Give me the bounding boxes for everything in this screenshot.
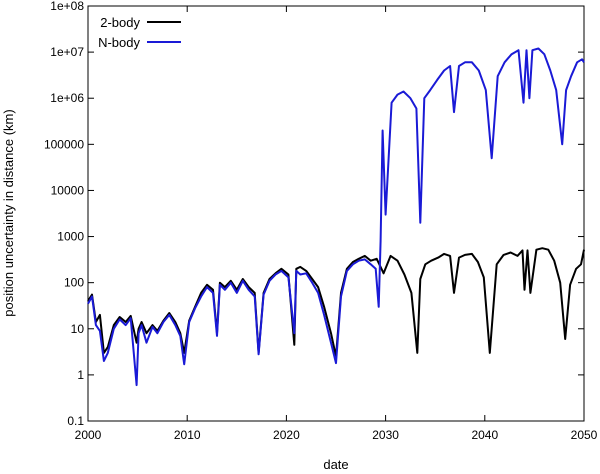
x-tick-label: 2050 [571,428,598,442]
y-tick-label: 1e+06 [50,91,84,105]
legend-label-n-body: N-body [98,35,140,50]
y-tick-label: 100000 [44,137,84,151]
y-tick-label: 10000 [51,183,85,197]
y-tick-label: 1e+07 [50,45,84,59]
legend: 2-body N-body [98,15,181,50]
x-tick-label: 2030 [372,428,399,442]
x-axis-label: date [323,457,348,472]
x-tick-label: 2000 [75,428,102,442]
legend-label-2-body: 2-body [100,15,140,30]
y-tick-label: 100 [64,276,84,290]
y-axis-label: position uncertainty in distance (km) [1,109,16,316]
x-tick-label: 2020 [273,428,300,442]
y-tick-label: 1e+08 [50,0,84,13]
plot-frame [87,5,585,422]
y-tick-label: 1000 [57,230,84,244]
series-line-2-body [87,247,585,358]
x-tick-label: 2040 [471,428,498,442]
y-tick-label: 1 [77,368,84,382]
x-axis-ticks: 2000 2010 2020 2030 2040 2050 [75,6,598,442]
y-tick-label: 0.1 [67,414,84,428]
y-axis-ticks: 0.1 1 10 100 1000 10000 100000 1e+06 1e+07 1e+08 [44,0,584,428]
series-layer [87,47,585,387]
series-line-n-body [87,47,585,387]
x-tick-label: 2010 [174,428,201,442]
y-tick-label: 10 [71,322,85,336]
